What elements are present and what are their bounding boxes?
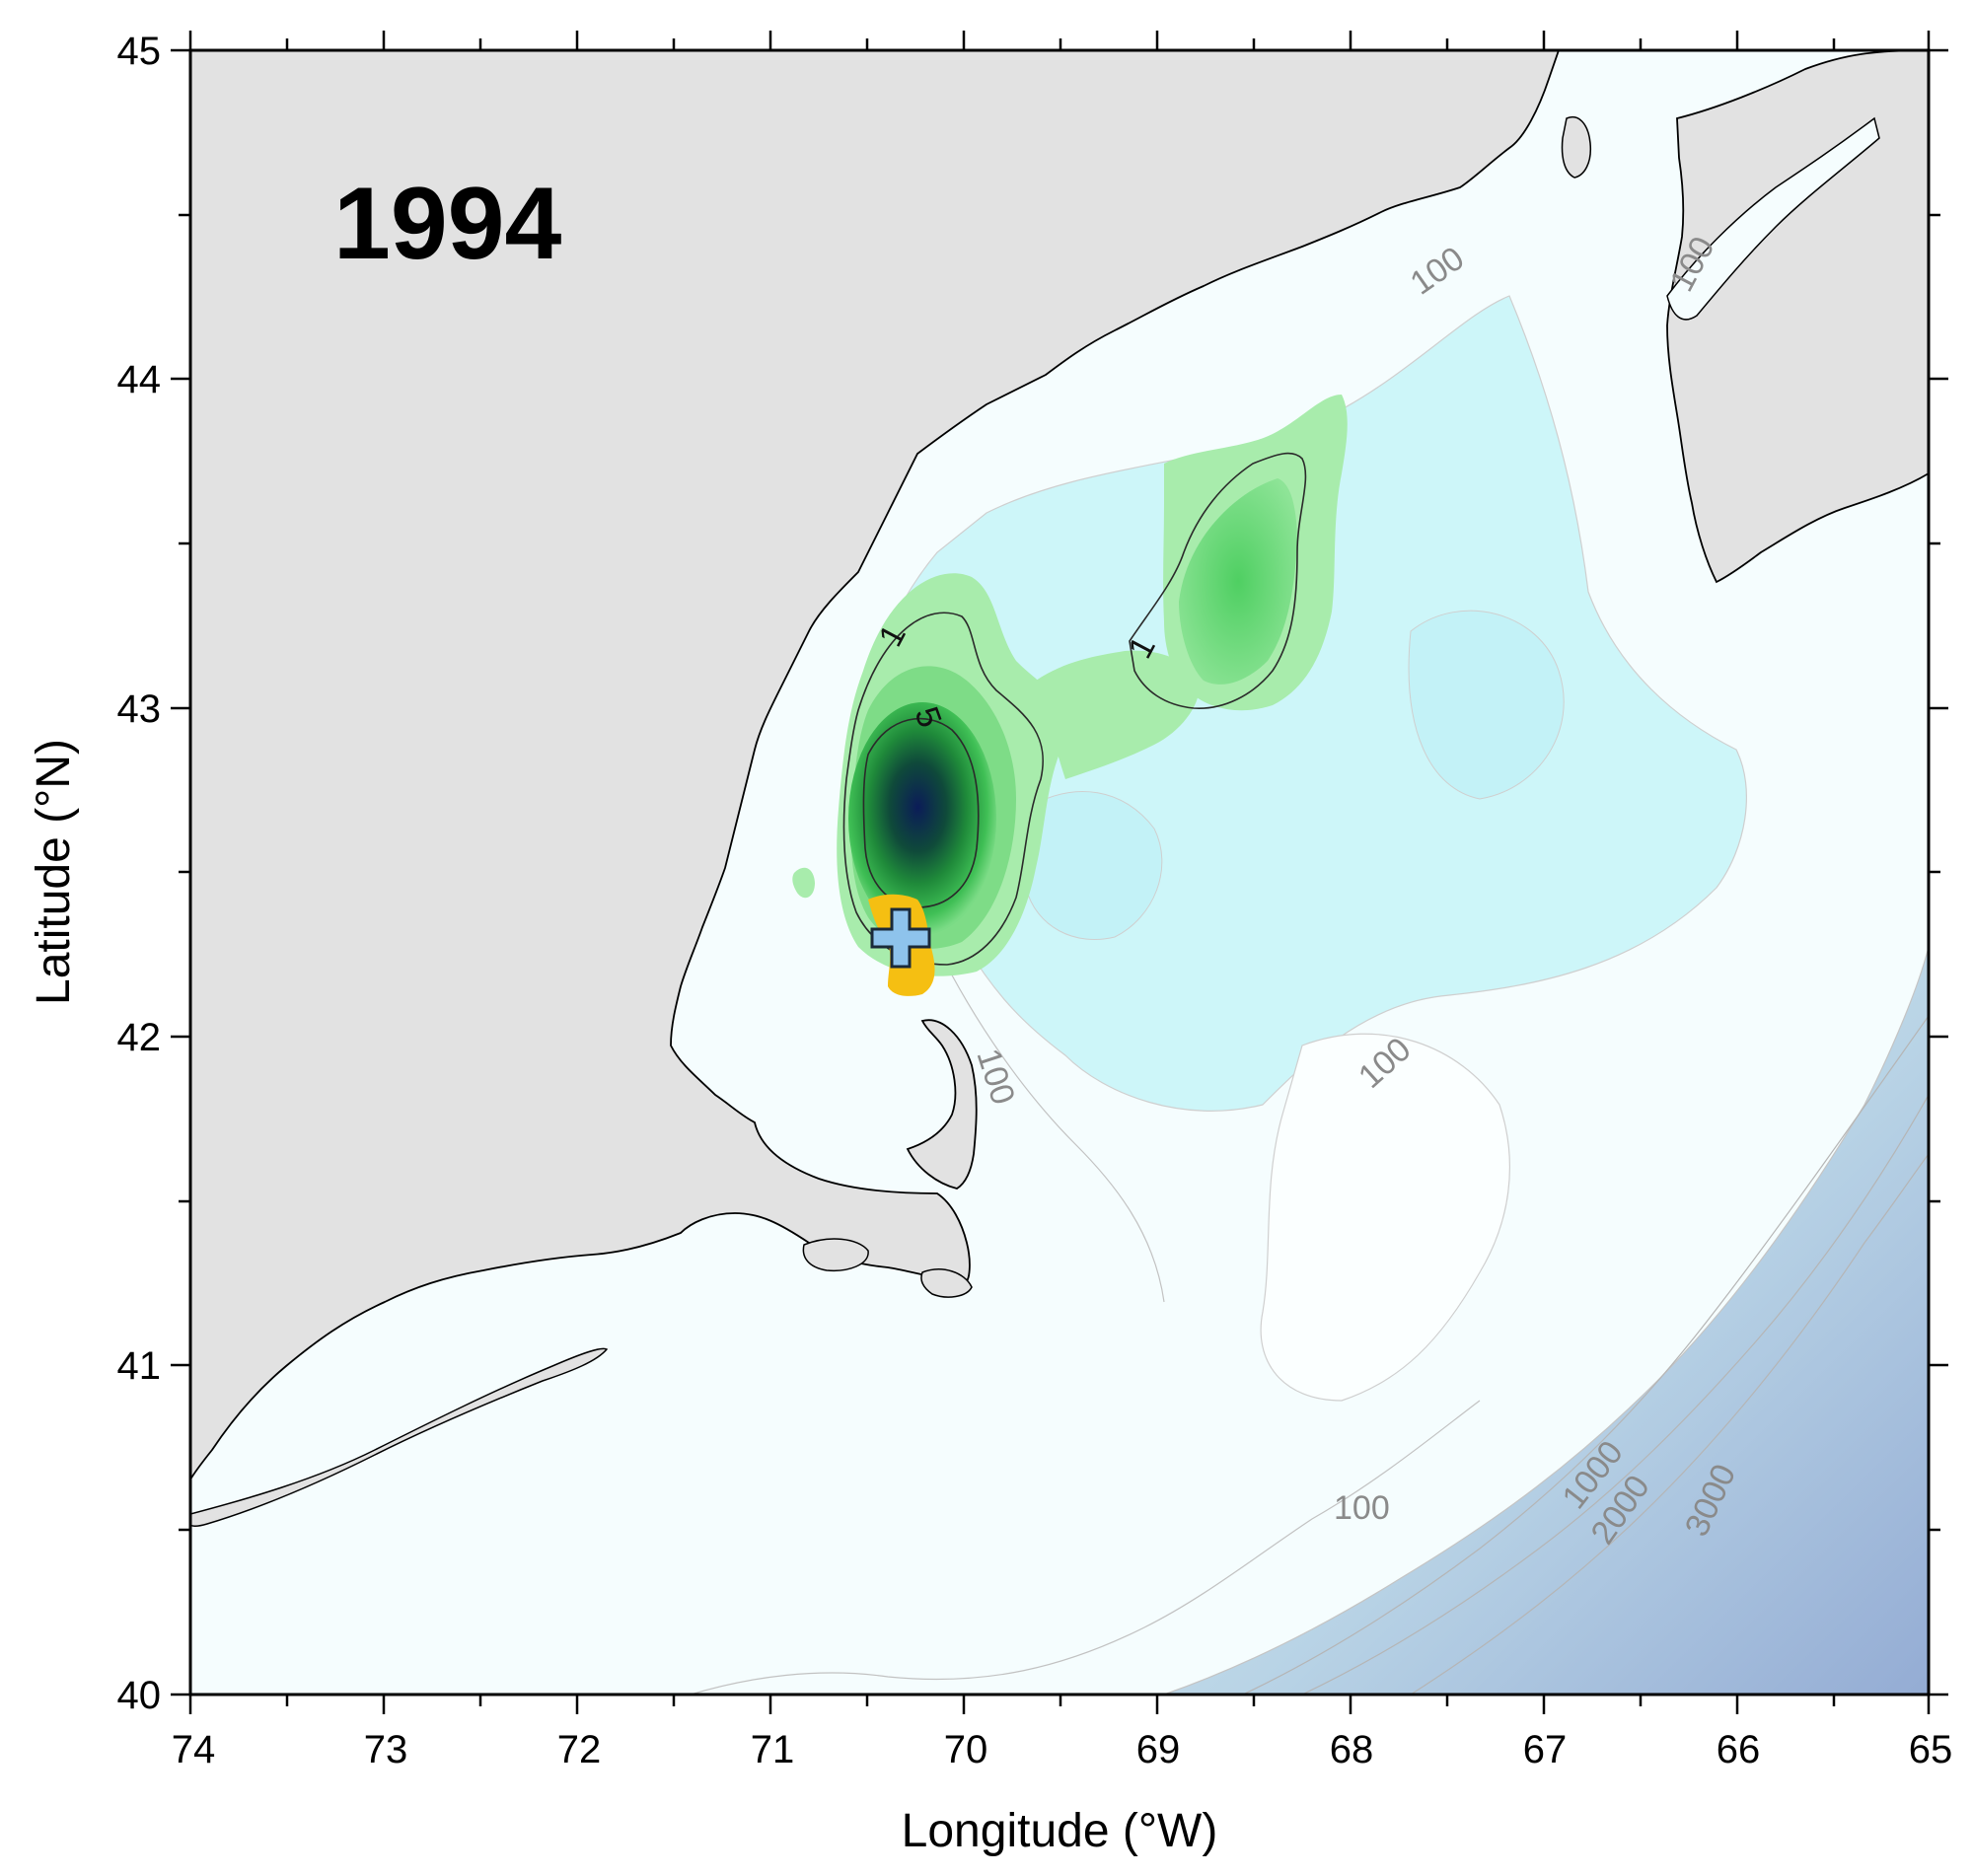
x-axis-title: Longitude (°W) [902,1805,1218,1857]
x-tick-label: 74 [172,1728,216,1771]
isobath-100-shelf [690,1400,1481,1695]
bloom-speck [792,867,815,899]
bay-of-fundy [1666,116,1880,321]
bloom-eastern [1129,395,1348,711]
y-axis-title: Latitude (°N) [28,739,80,1005]
contour-5-western [862,717,980,908]
x-axis-ticks [188,31,1931,1714]
bathy-label-100-south: 100 [1334,1489,1390,1527]
contour-1-western [842,612,1044,966]
land-cape-cod [906,1019,978,1190]
sample-location-marker [870,907,931,969]
bloom-arm [1036,650,1200,779]
x-tick-labels: 74 73 72 71 70 69 68 67 66 65 [172,1728,1953,1771]
x-tick-label: 68 [1330,1728,1374,1771]
land-marthas-vineyard [802,1238,869,1272]
isobath-3000 [1410,1153,1929,1695]
x-tick-label: 71 [751,1728,795,1771]
x-tick-label: 66 [1717,1728,1761,1771]
y-tick-label: 45 [117,30,162,73]
cross-icon [870,907,931,969]
isobath-100-capecod [936,946,1165,1303]
land-grand-manan [1561,116,1592,179]
year-label: 1994 [333,167,562,281]
y-tick-labels: 45 44 43 42 41 40 [117,30,162,1717]
x-tick-label: 72 [557,1728,602,1771]
georges-bank [1260,1033,1511,1402]
contour-1-eastern [1129,452,1307,709]
x-tick-label: 70 [944,1728,988,1771]
y-axis-ticks [171,48,1948,1696]
map-area: 1994 100 100 100 100 100 1000 2000 3000 … [190,50,1929,1695]
land-long-island [190,1347,609,1527]
x-tick-label: 69 [1136,1728,1181,1771]
y-tick-label: 42 [117,1016,162,1059]
land-new-england [190,50,1560,1481]
isobath-2000 [1301,1094,1929,1695]
y-tick-label: 40 [117,1674,162,1717]
wilkinson-basin [1025,791,1163,941]
land-nantucket [920,1268,973,1298]
y-tick-label: 43 [117,687,162,731]
isobath-1000 [1242,1015,1929,1695]
y-tick-label: 44 [117,358,162,401]
x-tick-label: 73 [364,1728,408,1771]
bloom-western [837,573,1067,976]
jordan-basin [1408,610,1565,800]
y-tick-label: 41 [117,1344,162,1388]
x-tick-label: 65 [1909,1728,1953,1771]
x-tick-label: 67 [1523,1728,1568,1771]
